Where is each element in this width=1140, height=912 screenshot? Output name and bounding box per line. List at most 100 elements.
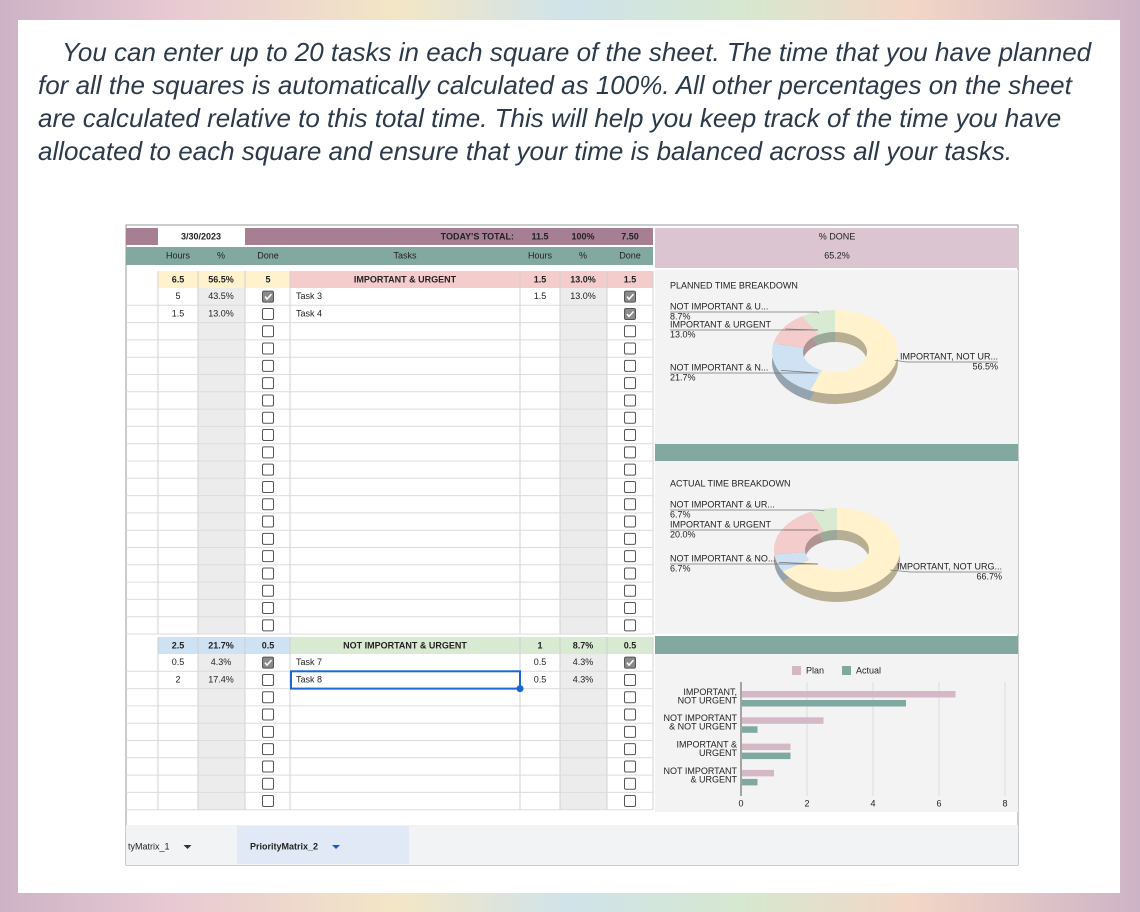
checkbox[interactable]	[624, 498, 636, 511]
checkbox[interactable]	[262, 446, 274, 459]
category-label: NOT IMPORTANT	[663, 766, 737, 776]
checkbox[interactable]	[624, 429, 636, 442]
checkbox[interactable]	[624, 377, 636, 390]
checkbox[interactable]	[262, 515, 274, 528]
checkbox[interactable]	[624, 619, 636, 632]
checkbox[interactable]	[624, 290, 636, 303]
percent: 17.4%	[208, 674, 234, 684]
percent: 4.3%	[573, 657, 594, 667]
chart-title: PLANNED TIME BREAKDOWN	[670, 280, 798, 290]
checkbox[interactable]	[262, 725, 274, 738]
checkbox[interactable]	[624, 325, 636, 338]
checkbox[interactable]	[262, 307, 274, 320]
tab-dropdown[interactable]	[183, 845, 192, 849]
category-label: & URGENT	[690, 774, 737, 784]
category-label: IMPORTANT &	[676, 739, 737, 749]
checkbox[interactable]	[624, 342, 636, 355]
checkbox[interactable]	[624, 673, 636, 686]
checkbox[interactable]	[624, 656, 636, 669]
checkbox[interactable]	[624, 463, 636, 476]
checkbox[interactable]	[624, 394, 636, 407]
checkbox[interactable]	[624, 480, 636, 493]
checkbox[interactable]	[624, 515, 636, 528]
summary-hours: 1	[537, 640, 542, 650]
leader-line	[817, 311, 819, 314]
bar	[742, 778, 758, 786]
checkbox[interactable]	[262, 656, 274, 669]
summary-row	[158, 271, 290, 288]
percent-done-label: % DONE	[819, 231, 856, 241]
x-tick-label: 8	[1002, 798, 1007, 808]
checkbox[interactable]	[624, 446, 636, 459]
checkbox[interactable]	[262, 342, 274, 355]
checkbox[interactable]	[262, 691, 274, 704]
checkbox[interactable]	[262, 290, 274, 303]
checkbox[interactable]	[624, 743, 636, 756]
checkbox[interactable]	[262, 760, 274, 773]
checkbox[interactable]	[624, 691, 636, 704]
checkbox[interactable]	[262, 602, 274, 615]
summary-hours: 1.5	[534, 274, 547, 284]
legend-swatch	[792, 666, 801, 675]
category-label: IMPORTANT,	[683, 687, 737, 697]
checkbox[interactable]	[262, 359, 274, 372]
category-label: & NOT URGENT	[669, 722, 737, 732]
checkbox[interactable]	[262, 708, 274, 721]
summary-percent: 21.7%	[208, 640, 234, 650]
checkbox[interactable]	[262, 377, 274, 390]
checkbox[interactable]	[262, 584, 274, 597]
x-tick-label: 4	[870, 798, 875, 808]
task-name: Task 8	[296, 674, 322, 684]
summary-hours: 2.5	[172, 640, 185, 650]
checkbox[interactable]	[624, 760, 636, 773]
checkbox[interactable]	[624, 725, 636, 738]
slice-value: 6.7%	[670, 563, 691, 573]
legend-label: Actual	[856, 665, 881, 675]
checkbox[interactable]	[624, 550, 636, 563]
checkbox[interactable]	[262, 463, 274, 476]
summary-done: 0.5	[262, 640, 275, 650]
column-header: Hours	[528, 250, 553, 260]
checkbox[interactable]	[624, 584, 636, 597]
hours: 0.5	[172, 657, 185, 667]
checkbox[interactable]	[262, 411, 274, 424]
checkbox[interactable]	[262, 429, 274, 442]
column-header: Done	[257, 250, 279, 260]
checkbox[interactable]	[262, 795, 274, 808]
checkbox[interactable]	[262, 550, 274, 563]
checkbox[interactable]	[624, 708, 636, 721]
sheet-tab[interactable]: tyMatrix_1	[128, 841, 170, 851]
checkbox[interactable]	[262, 325, 274, 338]
slice-label: IMPORTANT, NOT URG...	[897, 561, 1002, 571]
sheet-tab[interactable]: PriorityMatrix_2	[250, 841, 318, 851]
checkbox[interactable]	[262, 567, 274, 580]
bar	[742, 743, 791, 751]
column-header: Done	[619, 250, 641, 260]
slice-label: NOT IMPORTANT & UR...	[670, 499, 775, 509]
checkbox[interactable]	[262, 394, 274, 407]
total-done: 7.50	[621, 231, 639, 241]
checkbox[interactable]	[624, 359, 636, 372]
checkbox[interactable]	[262, 619, 274, 632]
tab-dropdown[interactable]	[332, 845, 341, 849]
bar	[742, 769, 774, 777]
checkbox[interactable]	[262, 743, 274, 756]
checkmark	[626, 310, 635, 318]
checkbox[interactable]	[624, 777, 636, 790]
column-header: Hours	[166, 250, 191, 260]
hours: 2	[175, 674, 180, 684]
checkbox[interactable]	[262, 532, 274, 545]
checkbox[interactable]	[624, 411, 636, 424]
checkbox[interactable]	[262, 777, 274, 790]
percent: 4.3%	[573, 674, 594, 684]
checkbox[interactable]	[262, 480, 274, 493]
checkbox[interactable]	[262, 673, 274, 686]
checkbox[interactable]	[624, 567, 636, 580]
checkbox[interactable]	[624, 795, 636, 808]
checkbox[interactable]	[624, 602, 636, 615]
title-row	[290, 637, 653, 654]
checkbox[interactable]	[624, 307, 636, 320]
checkbox[interactable]	[624, 532, 636, 545]
intro-text: You can enter up to 20 tasks in each squ…	[38, 37, 1092, 166]
checkbox[interactable]	[262, 498, 274, 511]
